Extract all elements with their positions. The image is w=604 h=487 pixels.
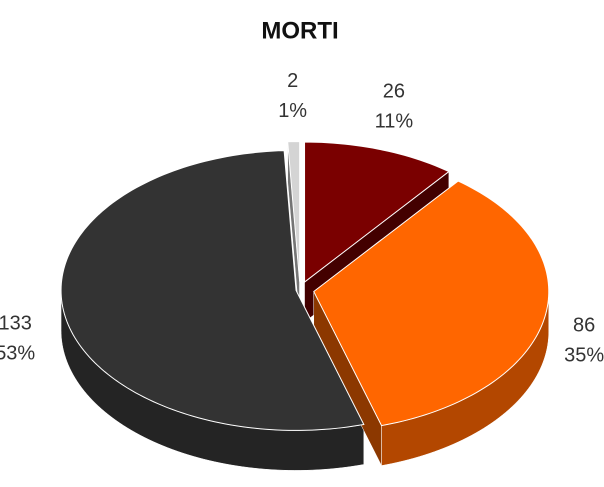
slice [304,141,450,284]
chart-title: MORTI [261,17,338,44]
value-label: 86 [573,315,595,337]
percent-label: 11% [375,111,414,133]
percent-label: 35% [564,345,604,367]
value-label: 2 [287,70,298,92]
value-label: 26 [383,81,405,103]
value-label: 133 [0,312,32,334]
percent-label: 1% [278,100,307,122]
slice [60,150,365,431]
slice [313,180,550,427]
percent-label: 53% [0,342,35,364]
slice [287,141,301,282]
